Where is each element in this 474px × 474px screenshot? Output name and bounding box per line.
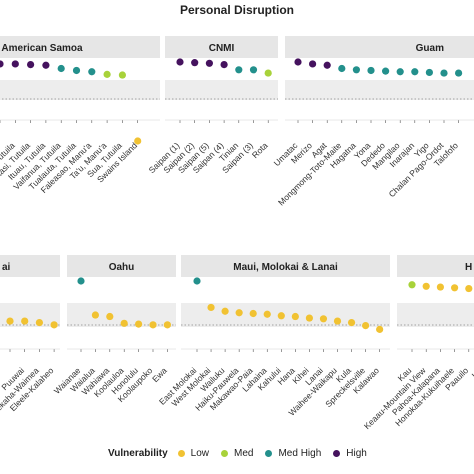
legend-swatch-med-high — [265, 449, 273, 457]
legend-label-low: Low — [190, 447, 210, 459]
point-guam-5 — [367, 66, 375, 75]
point-american-samoa-7 — [103, 70, 111, 78]
strip-label-oahu: Oahu — [109, 262, 135, 273]
point-cnmi-5 — [249, 66, 258, 74]
point-american-samoa-9 — [134, 137, 142, 145]
panel-strip-ai — [0, 255, 60, 277]
point-american-samoa-1 — [11, 60, 19, 68]
legend-item-low: Low — [177, 447, 210, 459]
strip-label-h: H — [465, 262, 472, 273]
point-american-samoa-3 — [42, 61, 50, 69]
point-guam-10 — [440, 69, 448, 77]
point-cnmi-6 — [264, 69, 272, 77]
point-maui-molokai-lanai-2 — [221, 307, 229, 315]
legend-title: Vulnerability — [108, 447, 168, 459]
point-american-samoa-4 — [57, 64, 65, 73]
legend-swatch-low — [177, 449, 185, 457]
point-ai-2 — [35, 318, 44, 327]
point-american-samoa-5 — [72, 66, 81, 75]
panel-band-maui-molokai-lanai — [181, 303, 390, 327]
legend-item-high: High — [333, 448, 367, 459]
point-maui-molokai-lanai-4 — [249, 309, 257, 318]
point-guam-7 — [396, 68, 404, 76]
point-cnmi-4 — [235, 66, 243, 74]
point-h-0 — [408, 281, 416, 289]
point-maui-molokai-lanai-9 — [319, 315, 328, 323]
point-guam-3 — [338, 64, 346, 73]
panel-band-cnmi — [165, 80, 278, 100]
point-cnmi-0 — [176, 58, 184, 66]
panel-strip-american-samoa — [0, 36, 160, 58]
panel-strip-oahu — [67, 255, 176, 277]
strip-label-american-samoa: American Samoa — [1, 43, 83, 54]
point-guam-1 — [309, 60, 317, 68]
legend-label-med: Med — [234, 447, 254, 459]
point-american-samoa-6 — [88, 68, 96, 76]
point-ai-1 — [21, 317, 29, 325]
strip-label-cnmi: CNMI — [209, 43, 235, 54]
point-guam-9 — [425, 68, 433, 77]
point-maui-molokai-lanai-7 — [291, 312, 299, 321]
legend-label-high: High — [346, 447, 367, 459]
point-maui-molokai-lanai-0 — [193, 277, 201, 285]
point-maui-molokai-lanai-8 — [305, 314, 313, 322]
point-maui-molokai-lanai-11 — [347, 318, 356, 327]
point-guam-2 — [323, 61, 331, 69]
point-guam-8 — [411, 68, 419, 76]
point-cnmi-3 — [220, 61, 228, 69]
point-h-2 — [436, 283, 444, 291]
point-maui-molokai-lanai-5 — [263, 310, 271, 318]
point-guam-11 — [455, 69, 463, 77]
point-maui-molokai-lanai-10 — [333, 317, 342, 325]
point-maui-molokai-lanai-6 — [277, 312, 285, 320]
point-cnmi-1 — [191, 59, 199, 67]
panel-band-h — [397, 303, 474, 327]
legend-label-med-high: Med High — [278, 447, 322, 459]
panel-strip-maui-molokai-lanai — [181, 255, 390, 277]
legend-swatch-high — [333, 449, 341, 457]
x-label-cnmi-6: Rota — [250, 140, 270, 160]
strip-label-guam: Guam — [416, 43, 444, 54]
point-oahu-5 — [149, 321, 157, 329]
point-maui-molokai-lanai-12 — [362, 322, 370, 330]
point-ai-3 — [50, 321, 58, 329]
point-oahu-4 — [135, 320, 143, 328]
point-ai-0 — [6, 317, 14, 325]
point-h-3 — [451, 284, 459, 292]
point-guam-0 — [294, 58, 302, 66]
point-american-samoa-8 — [118, 71, 126, 79]
point-h-4 — [465, 284, 473, 293]
point-american-samoa-2 — [27, 61, 35, 69]
legend: Vulnerability Low Med Med High High — [108, 446, 379, 460]
panel-strip-cnmi — [165, 36, 278, 58]
strip-label-maui-molokai-lanai: Maui, Molokai & Lanai — [233, 262, 338, 273]
point-american-samoa-0 — [0, 60, 4, 68]
panel-band-guam — [285, 80, 474, 100]
chart-title: Personal Disruption — [179, 3, 295, 17]
point-maui-molokai-lanai-3 — [235, 309, 243, 317]
point-maui-molokai-lanai-1 — [207, 303, 215, 312]
point-guam-4 — [352, 66, 360, 74]
point-h-1 — [422, 282, 430, 290]
x-label-h-5: Ho — [470, 365, 474, 380]
point-oahu-2 — [106, 312, 114, 321]
point-oahu-1 — [91, 311, 99, 319]
panel-strip-h — [397, 255, 474, 277]
legend-item-med: Med — [221, 448, 253, 459]
legend-swatch-med — [221, 449, 229, 457]
panel-band-american-samoa — [0, 80, 160, 100]
point-cnmi-2 — [205, 59, 213, 67]
point-oahu-3 — [120, 319, 128, 327]
point-maui-molokai-lanai-13 — [376, 325, 384, 333]
point-guam-6 — [382, 67, 390, 75]
legend-item-med-high: Med High — [265, 448, 321, 459]
point-oahu-6 — [163, 321, 171, 329]
x-label-oahu-6: Ewa — [150, 365, 169, 384]
strip-label-ai: ai — [2, 262, 11, 273]
panel-strip-guam — [285, 36, 474, 58]
point-oahu-0 — [77, 277, 85, 285]
